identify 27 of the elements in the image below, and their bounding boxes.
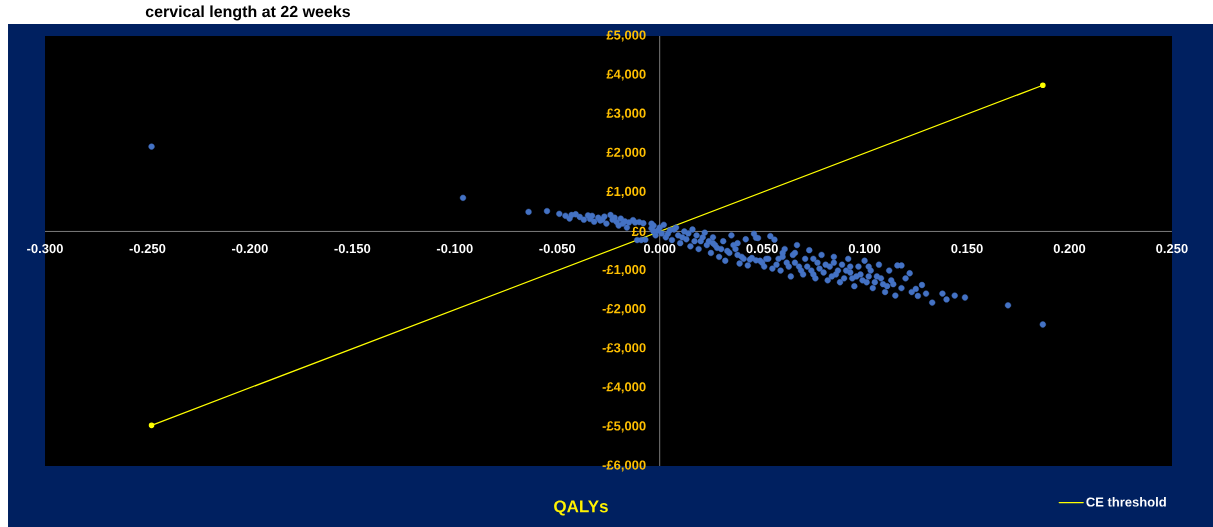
x-tick-label: 0.250 bbox=[1156, 243, 1188, 254]
x-tick-label: 0.050 bbox=[746, 243, 778, 254]
y-tick-label: -£2,000 bbox=[602, 304, 646, 316]
x-tick-label: 0.150 bbox=[951, 243, 983, 254]
x-tick-label: -0.100 bbox=[436, 243, 473, 254]
x-tick-label: -0.300 bbox=[27, 243, 63, 254]
x-tick-label: 0.200 bbox=[1053, 243, 1086, 254]
y-tick-label: £4,000 bbox=[606, 69, 646, 81]
y-tick-label: £3,000 bbox=[606, 108, 646, 120]
x-tick-label: -0.050 bbox=[539, 243, 576, 254]
y-tick-label: -£6,000 bbox=[602, 460, 646, 472]
chart-title: cervical length at 22 weeks bbox=[145, 5, 350, 21]
x-tick-label: -0.200 bbox=[231, 243, 268, 254]
y-tick-label: -£3,000 bbox=[602, 343, 646, 355]
x-tick-label: 0.000 bbox=[643, 243, 676, 254]
x-axis-title: QALYs bbox=[554, 500, 608, 516]
x-tick-label: -0.250 bbox=[129, 243, 166, 254]
y-tick-label: £5,000 bbox=[606, 30, 646, 42]
y-tick-label: -£5,000 bbox=[602, 421, 646, 433]
y-tick-label: £1,000 bbox=[606, 186, 646, 198]
y-tick-label: £0 bbox=[631, 226, 646, 237]
legend-label: CE threshold bbox=[1086, 497, 1166, 507]
x-tick-label: 0.100 bbox=[848, 243, 881, 254]
y-tick-label: -£1,000 bbox=[602, 264, 646, 277]
y-tick-label: -£4,000 bbox=[602, 382, 646, 394]
y-tick-label: £2,000 bbox=[606, 147, 646, 159]
x-tick-label: -0.150 bbox=[334, 243, 371, 254]
